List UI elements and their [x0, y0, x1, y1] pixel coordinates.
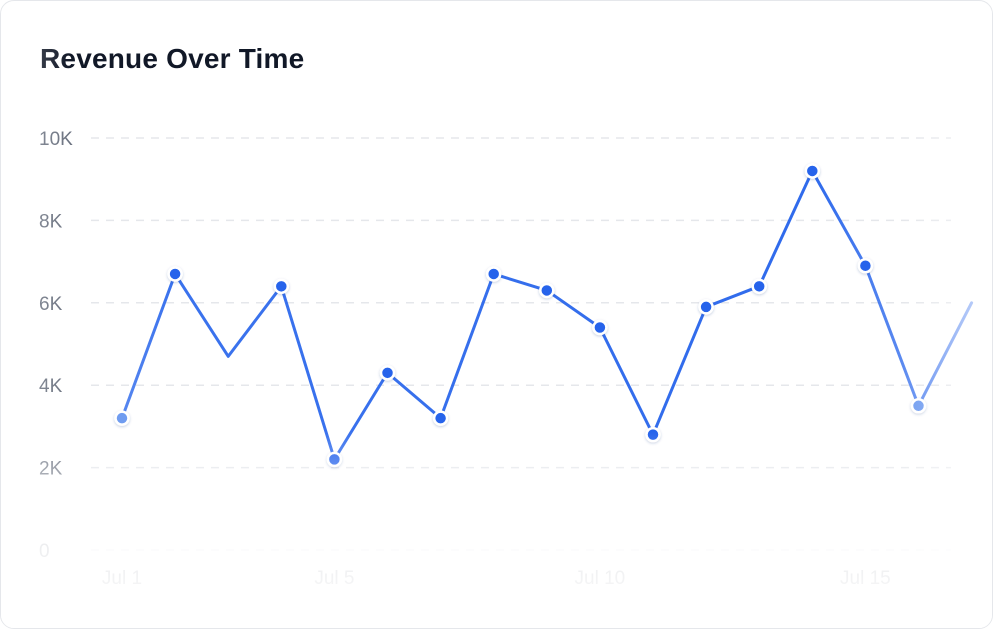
y-tick-label: 4K — [39, 376, 63, 397]
data-point[interactable] — [273, 278, 290, 295]
y-tick-label: 6K — [39, 294, 63, 315]
x-tick-label: Jul 15 — [840, 568, 891, 589]
data-point[interactable] — [592, 319, 608, 336]
data-point[interactable] — [379, 365, 396, 381]
data-point[interactable] — [167, 266, 183, 282]
data-point[interactable] — [751, 278, 767, 295]
data-point[interactable] — [804, 163, 821, 179]
data-point[interactable] — [114, 410, 130, 426]
y-tick-label: 2K — [39, 459, 63, 480]
y-tick-label: 0 — [39, 541, 50, 562]
data-point[interactable] — [539, 282, 555, 299]
data-point[interactable] — [857, 257, 874, 274]
x-tick-label: Jul 10 — [575, 568, 626, 589]
data-point[interactable] — [485, 266, 502, 282]
data-point[interactable] — [326, 451, 343, 468]
series-line — [120, 169, 974, 461]
data-point[interactable] — [698, 299, 714, 315]
y-tick-label: 10K — [39, 129, 73, 150]
x-tick-label: Jul 1 — [102, 568, 142, 589]
chart-title: Revenue Over Time — [40, 43, 305, 74]
data-point[interactable] — [645, 426, 661, 443]
data-point[interactable] — [910, 398, 927, 414]
y-tick-label: 8K — [39, 211, 63, 232]
x-tick-label: Jul 5 — [314, 568, 354, 589]
data-point[interactable] — [432, 410, 449, 426]
